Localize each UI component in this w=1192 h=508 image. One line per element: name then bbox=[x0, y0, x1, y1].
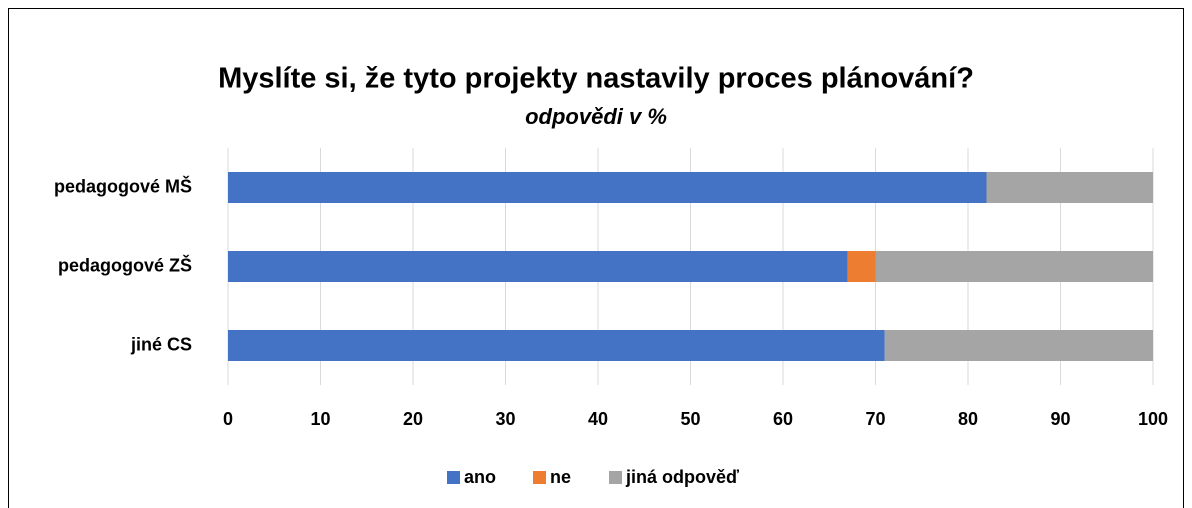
x-tick-label: 90 bbox=[1050, 409, 1070, 429]
legend-swatch bbox=[609, 471, 622, 484]
legend-label: ano bbox=[464, 467, 496, 487]
bar-segment bbox=[847, 251, 876, 282]
bar-segment bbox=[875, 251, 1153, 282]
chart-title: Myslíte si, že tyto projekty nastavily p… bbox=[218, 63, 974, 95]
x-tick-label: 0 bbox=[223, 409, 233, 429]
bar-segment bbox=[228, 172, 987, 203]
bar-segment bbox=[228, 330, 885, 361]
x-tick-label: 30 bbox=[495, 409, 515, 429]
x-tick-label: 70 bbox=[865, 409, 885, 429]
legend-swatch bbox=[447, 471, 460, 484]
legend-label: jiná odpověď bbox=[625, 467, 739, 487]
x-tick-label: 40 bbox=[588, 409, 608, 429]
x-tick-label: 50 bbox=[680, 409, 700, 429]
legend-label: ne bbox=[550, 467, 571, 487]
bar-segment bbox=[986, 172, 1153, 203]
legend-swatch bbox=[533, 471, 546, 484]
x-tick-label: 60 bbox=[773, 409, 793, 429]
y-tick-label: pedagogové MŠ bbox=[54, 175, 192, 196]
chart-subtitle: odpovědi v % bbox=[525, 104, 667, 129]
x-tick-label: 80 bbox=[958, 409, 978, 429]
x-tick-label: 100 bbox=[1138, 409, 1168, 429]
y-tick-label: pedagogové ZŠ bbox=[58, 254, 192, 275]
bar-segment bbox=[228, 251, 848, 282]
x-tick-label: 20 bbox=[403, 409, 423, 429]
x-tick-label: 10 bbox=[310, 409, 330, 429]
bar-segment bbox=[884, 330, 1153, 361]
y-tick-label: jiné CS bbox=[130, 334, 192, 354]
